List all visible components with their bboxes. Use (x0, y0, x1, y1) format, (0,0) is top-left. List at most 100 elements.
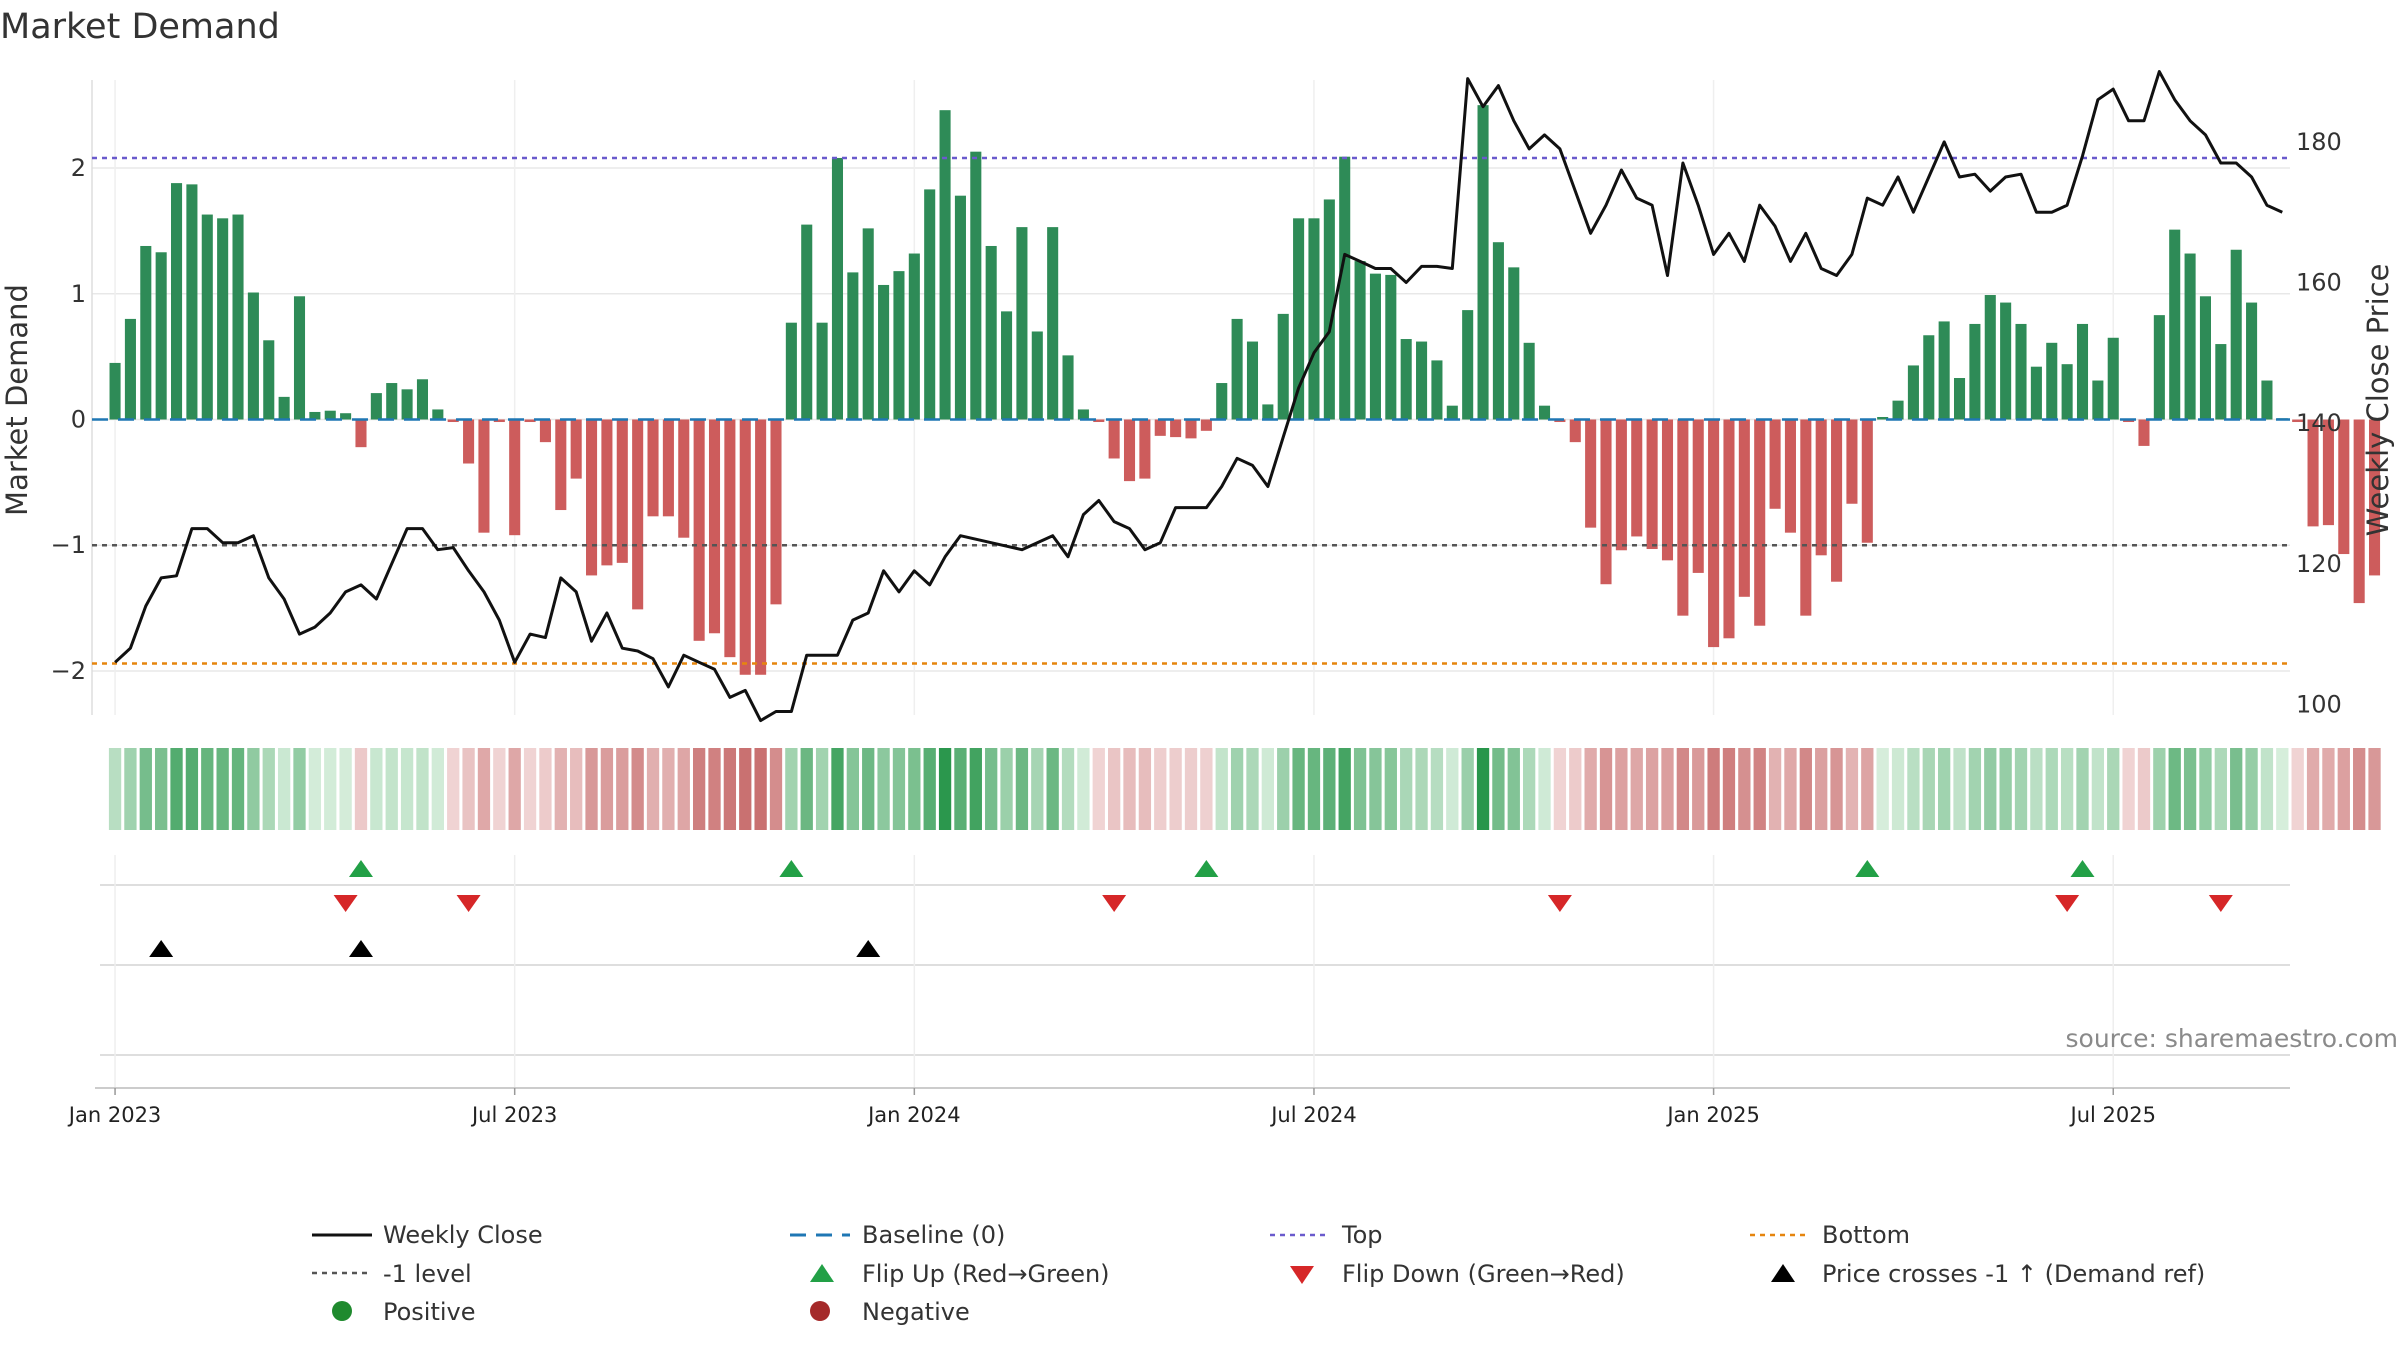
demand-bar (1200, 419, 1212, 431)
flip-up-marker (779, 860, 804, 877)
strip-cell (1323, 748, 1336, 830)
demand-bar (586, 419, 598, 576)
demand-bar (2353, 419, 2365, 604)
strip-cell (969, 748, 982, 830)
demand-bar (985, 245, 997, 420)
demand-bar (1385, 274, 1397, 420)
demand-bar (1569, 419, 1581, 443)
demand-bar (555, 419, 567, 511)
strip-cell (2045, 748, 2058, 830)
demand-bar (2338, 419, 2350, 555)
legend-top: Top (1341, 1221, 1383, 1249)
strip-cell (277, 748, 291, 830)
strip-cell (1876, 748, 1889, 830)
strip-cell (2322, 748, 2335, 830)
demand-bar (124, 318, 136, 420)
strip-cell (1138, 748, 1152, 830)
strip-cell (908, 748, 921, 830)
strip-cell (493, 748, 506, 830)
demand-bar (878, 284, 890, 420)
y2-axis-label: Weekly Close Price (2361, 264, 2395, 537)
demand-bar (2138, 419, 2150, 446)
strip-cell (1676, 748, 1690, 830)
strip-cell (815, 748, 829, 830)
flip-down-marker (1547, 895, 1572, 912)
legend-flip-down: Flip Down (Green→Red) (1342, 1260, 1625, 1288)
demand-bar (1062, 355, 1074, 420)
price-cross-marker (149, 940, 174, 957)
demand-bar (463, 419, 475, 464)
demand-bar (1308, 218, 1320, 420)
demand-bar (1738, 419, 1750, 597)
y2-tick-label: 120 (2296, 550, 2342, 578)
demand-bar (1861, 419, 1873, 543)
strip-cell (477, 748, 491, 830)
strip-cell (938, 748, 952, 830)
demand-bar (601, 419, 613, 566)
strip-cell (2014, 748, 2028, 830)
strip-cell (416, 748, 429, 830)
demand-bar (171, 183, 183, 420)
strip-cell (1692, 748, 1705, 830)
strip-cell (308, 748, 322, 830)
strip-cell (2306, 748, 2320, 830)
strip-cell (293, 748, 306, 830)
demand-bar (1969, 323, 1981, 420)
strip-cell (631, 748, 644, 830)
y2-tick-label: 140 (2296, 409, 2342, 437)
strip-cell (324, 748, 337, 830)
demand-bar (1984, 295, 1996, 420)
strip-cell (1599, 748, 1613, 830)
demand-bar (1708, 419, 1720, 648)
demand-bar (2307, 419, 2319, 527)
strip-cell (1384, 748, 1397, 830)
demand-bar (647, 419, 659, 517)
demand-bar (616, 419, 628, 563)
strip-cell (1200, 748, 1213, 830)
demand-bar (247, 292, 259, 420)
strip-cell (1292, 748, 1305, 830)
strip-cell (2214, 748, 2227, 830)
demand-bar (1185, 419, 1197, 439)
demand-bar (1677, 419, 1689, 616)
demand-bar (1815, 419, 1827, 556)
strip-cell (754, 748, 767, 830)
legend-weekly-close: Weekly Close (383, 1221, 543, 1249)
demand-bar (2000, 302, 2012, 420)
legend-flip-up-icon (810, 1264, 834, 1282)
demand-bar (155, 252, 167, 420)
y-tick-label: −1 (51, 531, 86, 559)
demand-bar (1001, 311, 1013, 420)
strip-cell (2030, 748, 2043, 830)
y-axis-label: Market Demand (0, 284, 34, 516)
demand-bar (1400, 339, 1412, 420)
strip-cell (1430, 748, 1444, 830)
demand-bar (2061, 364, 2073, 420)
demand-bar (1508, 267, 1520, 420)
demand-bar (2246, 302, 2258, 420)
flip-up-marker (1194, 860, 1219, 877)
strip-cell (508, 748, 521, 830)
strip-cell (462, 748, 475, 830)
demand-bar (432, 409, 444, 420)
demand-bar (1077, 409, 1089, 420)
strip-cell (1000, 748, 1013, 830)
demand-bar (1323, 199, 1335, 420)
y-tick-label: 2 (71, 154, 86, 182)
demand-bar (509, 419, 521, 536)
demand-bar (1047, 227, 1059, 420)
strip-cell (1338, 748, 1351, 830)
demand-bar (539, 419, 551, 443)
strip-cell (2183, 748, 2197, 830)
y2-tick-label: 180 (2296, 128, 2342, 156)
demand-bar (924, 189, 936, 420)
y2-tick-label: 100 (2296, 690, 2342, 718)
strip-cell (1569, 748, 1582, 830)
demand-bar (1615, 419, 1627, 551)
demand-bar (724, 419, 736, 658)
strip-cell (1784, 748, 1797, 830)
x-tick-label: Jan 2025 (1665, 1103, 1760, 1127)
x-tick-label: Jan 2024 (866, 1103, 961, 1127)
demand-bar (201, 214, 213, 420)
strip-cell (1169, 748, 1182, 830)
